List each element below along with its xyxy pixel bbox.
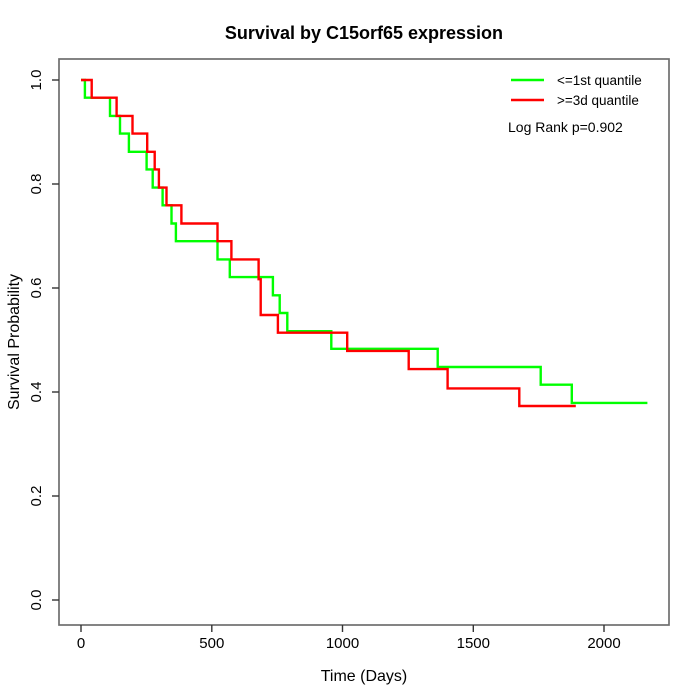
y-axis: 0.0 0.2 0.4 0.6 0.8 1.0: [28, 70, 59, 611]
km-curve-quantile1: [81, 78, 648, 405]
legend: <=1st quantile >=3d quantile Log Rank p=…: [508, 73, 642, 135]
y-tick-label: 0.0: [28, 590, 45, 611]
x-tick-label: 2000: [587, 635, 620, 652]
x-axis: 0 500 1000 1500 2000: [77, 625, 621, 652]
x-axis-title: Time (Days): [321, 668, 408, 685]
y-tick-label: 0.8: [28, 174, 45, 195]
km-curve-quantile3: [81, 78, 576, 408]
legend-label-quantile1: <=1st quantile: [557, 73, 642, 88]
y-tick-label: 0.2: [28, 486, 45, 507]
x-tick-label: 0: [77, 635, 85, 652]
chart-title: Survival by C15orf65 expression: [225, 23, 503, 43]
y-tick-label: 0.6: [28, 278, 45, 299]
x-tick-label: 1500: [457, 635, 490, 652]
km-curves: [81, 78, 648, 408]
y-axis-title: Survival Probability: [6, 274, 23, 410]
x-tick-label: 500: [199, 635, 224, 652]
y-tick-label: 1.0: [28, 70, 45, 91]
legend-label-quantile3: >=3d quantile: [557, 93, 639, 108]
y-tick-label: 0.4: [28, 382, 45, 403]
log-rank-annotation: Log Rank p=0.902: [508, 119, 623, 135]
x-tick-label: 1000: [326, 635, 359, 652]
plot-border: [58, 58, 670, 626]
